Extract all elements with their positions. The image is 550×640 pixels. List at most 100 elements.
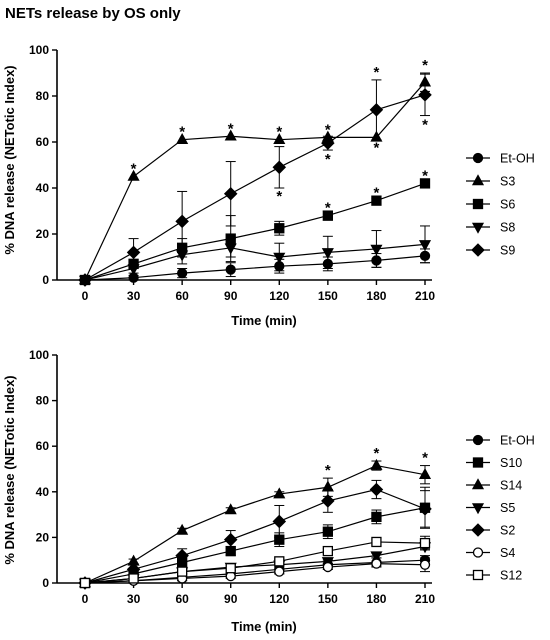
data-point [176,523,189,535]
data-point [175,214,189,229]
series-line [84,507,426,584]
significance-star: * [374,445,380,462]
legend-label: S3 [500,175,515,189]
x-tick-label: 60 [175,592,189,606]
legend-label: S4 [500,546,515,560]
y-axis-label: % DNA release (NETotic Index) [2,375,17,564]
data-point [419,537,431,549]
data-point [371,536,382,548]
significance-star: * [276,124,282,141]
legend-label: S12 [500,569,522,583]
x-tick-label: 0 [82,289,89,303]
legend-item: S4 [466,546,515,560]
chart-title: NETs release by OS only [5,5,181,22]
x-tick-label: 210 [415,289,435,303]
x-tick-label: 150 [318,289,338,303]
data-point [370,244,383,256]
y-tick-label: 0 [42,576,49,590]
legend-item: S14 [466,478,522,493]
series-line [84,541,426,584]
legend-label: Et-OH [500,152,535,166]
significance-star: * [228,120,234,137]
data-point [224,243,237,255]
y-tick-label: 80 [36,89,50,103]
legend-marker [472,198,484,210]
x-tick-label: 60 [175,289,189,303]
data-point [274,223,285,234]
y-tick-label: 20 [36,227,50,241]
data-point [370,551,383,563]
data-point [272,160,287,175]
data-point [369,103,384,117]
data-point [128,573,139,584]
x-tick-label: 30 [127,592,141,606]
series-line [84,563,426,584]
significance-star: * [325,462,331,479]
legend-label: S9 [500,244,515,258]
data-point [322,526,334,537]
legend-marker [471,523,485,537]
data-point [371,511,382,523]
data-point [321,136,335,150]
significance-star: * [179,124,185,141]
data-point [419,559,431,570]
data-point [418,467,432,479]
data-point [223,186,238,201]
legend-item: S6 [466,198,515,212]
data-point [322,545,334,557]
y-tick-label: 0 [42,273,49,287]
data-point [175,548,189,563]
data-point [273,252,286,264]
legend-item: S10 [466,456,522,470]
legend-marker [472,457,484,468]
legend-item: S2 [466,523,515,538]
y-tick-label: 80 [36,394,50,408]
legend-marker [472,569,484,581]
legend-item: S9 [466,243,515,258]
series-s12 [79,535,431,589]
data-point [272,514,287,529]
data-point [322,210,334,221]
legend-label: S14 [500,479,522,493]
series-s2 [78,479,432,590]
legend-item: Et-OH [466,152,535,166]
data-point [273,487,286,499]
x-tick-label: 120 [269,289,289,303]
data-point [78,273,92,287]
legend-marker [471,222,485,234]
legend-label: S2 [500,524,515,538]
chart-top: % DNA release (NETotic Index) Time (min)… [2,43,535,328]
data-point [419,178,431,189]
x-tick-label: 120 [269,592,289,606]
series-line [84,81,426,281]
significance-star: * [374,140,380,157]
legend-label: S8 [500,221,515,235]
series-line [84,94,426,281]
series-line [84,243,426,281]
legend-marker [471,243,485,257]
significance-star: * [325,121,331,138]
significance-star: * [374,64,380,81]
data-point [224,503,237,515]
data-point [127,169,140,181]
series-line [84,255,426,281]
y-tick-label: 20 [36,530,50,544]
significance-star: * [131,161,137,178]
legend-label: S6 [500,198,515,212]
legend-item: Et-OH [466,434,535,448]
data-point [225,563,236,574]
data-point [223,532,238,547]
data-point [418,88,432,102]
y-tick-label: 40 [36,181,50,195]
chart-bottom: % DNA release (NETotic Index) Time (min)… [2,348,535,634]
data-point [274,556,285,567]
x-tick-label: 150 [318,592,338,606]
legend-marker [472,152,484,164]
x-tick-label: 180 [366,592,386,606]
significance-star: * [276,188,282,205]
y-axis-label: % DNA release (NETotic Index) [2,65,17,254]
significance-star: * [325,200,331,217]
significance-star: * [422,450,428,467]
x-axis-label: Time (min) [231,619,297,634]
